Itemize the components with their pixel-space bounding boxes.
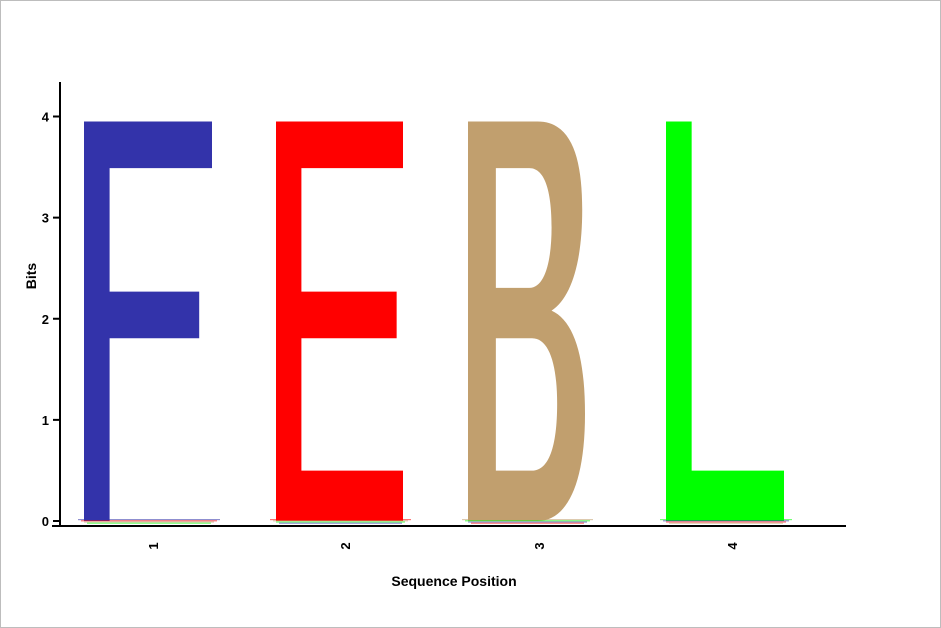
- x-axis-title: Sequence Position: [391, 573, 516, 589]
- x-axis-ticks: 1 2 3 4: [146, 542, 740, 550]
- x-tick-label: 4: [725, 542, 740, 550]
- x-tick-label: 2: [338, 542, 353, 549]
- logo-letter-e: [276, 121, 403, 522]
- minor-residue-sliver: [81, 520, 217, 522]
- logo-letter-b: [468, 121, 585, 522]
- minor-residue-sliver: [462, 519, 593, 521]
- y-axis-title: Bits: [23, 263, 39, 290]
- x-tick-label: 1: [146, 542, 161, 549]
- minor-residue-sliver: [666, 521, 786, 523]
- y-tick-label: 1: [42, 413, 49, 428]
- minor-residue-sliver: [84, 521, 214, 523]
- minor-residue-sliver: [669, 522, 783, 524]
- letter-stacks: [78, 121, 792, 524]
- y-tick-label: 2: [42, 312, 49, 327]
- y-axis-ticks: 0 1 2 3 4: [42, 110, 60, 529]
- minor-residue-sliver: [273, 520, 408, 522]
- logo-letter-l: [666, 121, 784, 522]
- minor-residue-sliver: [78, 519, 220, 521]
- y-tick-label: 3: [42, 211, 49, 226]
- minor-residue-sliver: [660, 519, 792, 521]
- y-tick-label: 0: [42, 514, 49, 529]
- minor-residue-sliver: [663, 520, 789, 522]
- x-tick-label: 3: [532, 542, 547, 549]
- minor-residue-sliver: [270, 519, 411, 521]
- minor-residue-sliver: [471, 522, 584, 524]
- minor-residue-sliver: [279, 522, 402, 524]
- y-tick-label: 4: [42, 110, 50, 125]
- logo-letter-f: [84, 121, 212, 522]
- minor-residue-sliver: [465, 520, 590, 522]
- minor-residue-sliver: [468, 521, 587, 523]
- minor-residue-sliver: [276, 521, 405, 523]
- minor-residue-sliver: [87, 522, 211, 524]
